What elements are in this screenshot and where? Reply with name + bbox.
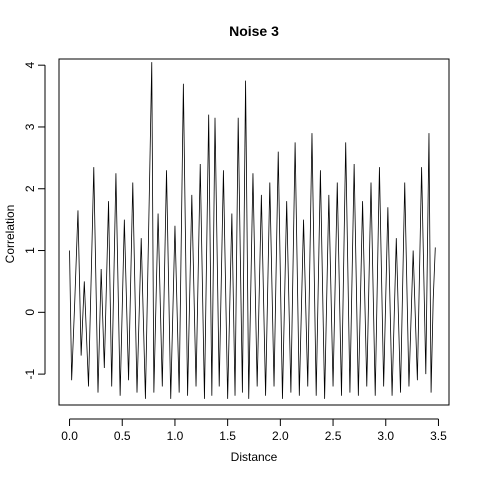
y-tick-label: -1 (23, 368, 37, 379)
chart-title: Noise 3 (229, 23, 279, 39)
x-tick-label: 2.0 (272, 429, 289, 443)
series-layer (69, 62, 436, 399)
x-tick-label: 2.5 (325, 429, 342, 443)
y-tick-label: 0 (23, 309, 37, 316)
series-line-1 (69, 62, 436, 399)
x-tick-label: 1.5 (219, 429, 236, 443)
x-tick-label: 0.5 (114, 429, 131, 443)
y-axis: -1 0 1 2 3 4 (23, 62, 46, 379)
plot-frame (58, 58, 450, 406)
y-tick-label: 1 (23, 247, 37, 254)
y-axis-label: Correlation (3, 205, 17, 264)
y-tick-label: 2 (23, 185, 37, 192)
x-tick-label: 3.5 (430, 429, 447, 443)
y-tick-label: 4 (23, 62, 37, 69)
x-tick-label: 1.0 (167, 429, 184, 443)
x-tick-label: 0.0 (61, 429, 78, 443)
x-axis-label: Distance (231, 450, 278, 464)
x-axis: 0.0 0.5 1.0 1.5 2.0 2.5 3.0 3.5 (61, 418, 447, 443)
x-tick-label: 3.0 (377, 429, 394, 443)
y-tick-label: 3 (23, 123, 37, 130)
